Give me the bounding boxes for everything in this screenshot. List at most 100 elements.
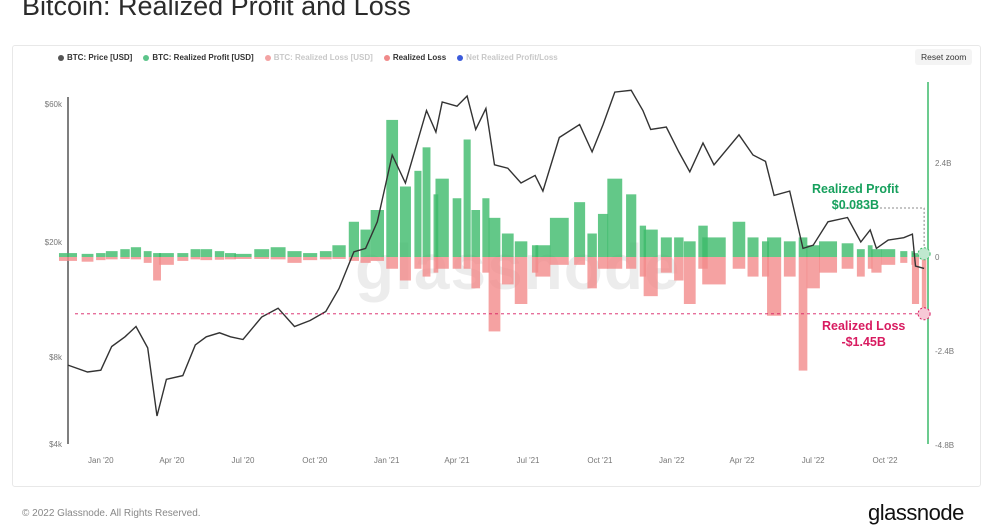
loss-bar xyxy=(660,257,672,273)
loss-bar xyxy=(867,257,873,269)
realized-loss-value: -$1.45B xyxy=(841,335,886,349)
y-right-tick-label: -2.4B xyxy=(935,347,954,356)
legend-item[interactable]: BTC: Realized Profit [USD] xyxy=(143,53,254,62)
x-tick-label: Jul '22 xyxy=(802,456,825,465)
profit-bar xyxy=(761,241,770,257)
profit-bar xyxy=(319,251,332,257)
realized-profit-label: Realized Profit xyxy=(812,182,899,196)
profit-bar xyxy=(597,213,609,257)
loss-bar xyxy=(370,257,384,261)
x-tick-label: Jan '22 xyxy=(659,456,685,465)
loss-bar xyxy=(488,257,501,332)
chart-legend: BTC: Price [USD] BTC: Realized Profit [US… xyxy=(58,53,558,62)
profit-bar xyxy=(867,245,873,257)
x-tick-label: Apr '21 xyxy=(444,456,470,465)
loss-bar xyxy=(158,257,174,265)
legend-label: BTC: Price [USD] xyxy=(67,53,133,62)
loss-bar xyxy=(471,257,481,289)
profit-bar xyxy=(414,170,422,257)
x-tick-label: Jul '20 xyxy=(232,456,255,465)
realized-profit-annotation: Realized Profit $0.083B xyxy=(812,181,899,213)
loss-bar xyxy=(452,257,462,269)
profit-bar xyxy=(81,253,94,257)
loss-bar xyxy=(856,257,865,277)
loss-bar xyxy=(911,257,920,304)
loss-bar xyxy=(881,257,896,265)
loss-bar xyxy=(597,257,609,269)
profit-bar xyxy=(501,233,514,257)
loss-bar xyxy=(96,257,106,261)
x-tick-label: Apr '20 xyxy=(159,456,185,465)
y-left-tick-label: $20k xyxy=(45,238,63,247)
loss-bar xyxy=(626,257,637,269)
loss-bar xyxy=(921,257,927,314)
profit-bar xyxy=(270,247,286,257)
profit-bar xyxy=(130,247,142,257)
legend-item[interactable]: BTC: Price [USD] xyxy=(58,53,132,62)
profit-bar xyxy=(871,249,882,257)
loss-bar xyxy=(643,257,658,297)
loss-bar xyxy=(422,257,431,277)
profit-bar xyxy=(254,249,270,257)
legend-label: BTC: Realized Loss [USD] xyxy=(273,53,373,62)
loss-bar xyxy=(574,257,586,265)
loss-bar xyxy=(190,257,201,260)
loss-bar xyxy=(482,257,490,273)
x-tick-label: Jan '20 xyxy=(88,456,114,465)
loss-bar xyxy=(702,257,726,285)
profit-bar xyxy=(856,249,865,257)
loss-bar xyxy=(399,257,411,281)
profit-bar xyxy=(143,251,152,257)
profit-bar xyxy=(482,198,490,257)
x-tick-label: Apr '22 xyxy=(730,456,756,465)
y-right-tick-label: 0 xyxy=(935,253,940,262)
profit-bar xyxy=(153,253,161,257)
glassnode-logo: glassnode xyxy=(868,500,964,525)
profit-bar xyxy=(471,210,481,257)
profit-bar xyxy=(386,119,399,258)
page-title: Bitcoin: Realized Profit and Loss xyxy=(22,0,411,21)
loss-bar xyxy=(105,257,118,260)
legend-item[interactable]: Realized Loss xyxy=(383,53,446,62)
profit-bar xyxy=(287,251,302,257)
profit-bar xyxy=(348,221,359,257)
x-tick-label: Oct '21 xyxy=(587,456,613,465)
profit-bar xyxy=(234,253,252,257)
loss-bar xyxy=(270,257,286,260)
legend-label: Net Realized Profit/Loss xyxy=(466,53,558,62)
profit-bar xyxy=(607,178,623,257)
legend-marker xyxy=(143,54,150,61)
legend-item[interactable]: Net Realized Profit/Loss xyxy=(457,53,558,62)
profit-bar xyxy=(535,245,551,257)
profit-bar xyxy=(639,225,647,257)
realized-profit-value: $0.083B xyxy=(831,198,880,212)
y-left-tick-label: $8k xyxy=(49,353,63,362)
x-tick-label: Jul '21 xyxy=(517,456,540,465)
profit-bar xyxy=(587,233,597,257)
price-line xyxy=(67,89,925,417)
profit-bar xyxy=(531,245,539,257)
profit-bar xyxy=(574,202,586,257)
loss-bar xyxy=(501,257,514,285)
profit-bar xyxy=(674,237,684,257)
y-right-tick-label: 2.4B xyxy=(935,159,951,168)
profit-bar xyxy=(660,237,672,257)
x-tick-label: Oct '22 xyxy=(872,456,898,465)
profit-bar xyxy=(332,245,346,257)
loss-bar xyxy=(58,257,78,261)
loss-bar xyxy=(463,257,471,269)
profit-bar xyxy=(303,253,318,257)
loss-bar xyxy=(348,257,359,261)
profit-bar xyxy=(120,249,130,257)
loss-bar xyxy=(287,257,302,263)
reset-zoom-button[interactable]: Reset zoom xyxy=(915,49,973,65)
profit-bar xyxy=(452,198,462,257)
legend-item[interactable]: BTC: Realized Loss [USD] xyxy=(264,53,373,62)
profit-bar xyxy=(881,249,896,257)
profit-bar xyxy=(488,217,501,257)
loss-bar xyxy=(200,257,213,261)
loss-bar xyxy=(234,257,252,259)
loss-bar xyxy=(639,257,647,277)
profit-bar xyxy=(96,253,106,257)
